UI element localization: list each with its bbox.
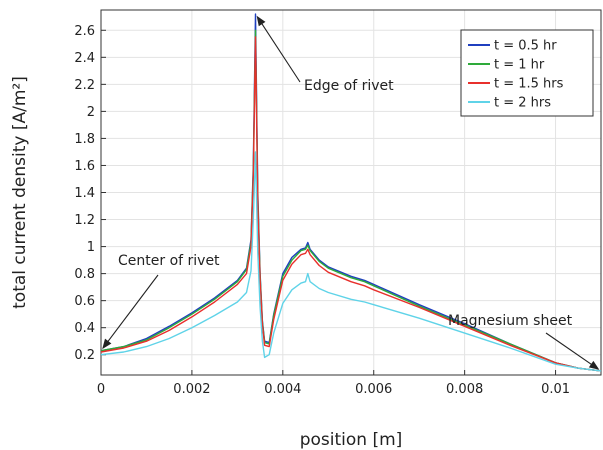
legend-label: t = 0.5 hr — [494, 39, 557, 54]
y-tick-label: 2.2 — [74, 78, 95, 93]
series-line-2 — [100, 36, 602, 372]
x-tick-label: 0.01 — [541, 382, 570, 397]
y-tick-label: 1.2 — [74, 213, 95, 228]
annotation-arrowhead — [102, 338, 112, 350]
series-line-3 — [100, 151, 602, 372]
annotation-arrow-line — [260, 22, 301, 83]
annotation-arrowhead — [588, 360, 600, 370]
y-tick-label: 2.4 — [74, 51, 95, 66]
y-tick-label: 1.8 — [74, 132, 95, 147]
legend-items: t = 0.5 hr t = 1 hr t = 1.5 hrs t = 2 hrs — [468, 39, 564, 111]
y-tick-label: 1 — [87, 240, 95, 255]
y-tick-label: 0.6 — [74, 294, 95, 309]
annotation-label: Center of rivet — [118, 253, 220, 269]
series-lines — [100, 13, 602, 372]
y-tick-label: 0.2 — [74, 348, 95, 363]
x-axis-label: position [m] — [300, 430, 403, 450]
y-tick-label: 1.4 — [74, 186, 95, 201]
legend-label: t = 1.5 hrs — [494, 77, 564, 92]
annotation-arrow-line — [106, 274, 159, 344]
axis-ticks: 0 0.002 0.004 0.006 0.008 0.01 0.2 0.4 0.6 0.8 1 1.… — [74, 24, 570, 397]
x-tick-label: 0.006 — [355, 382, 392, 397]
y-tick-label: 0.4 — [74, 321, 95, 336]
annotations: Edge of rivet Center of rivet Magnesium sh… — [102, 15, 600, 370]
legend-label: t = 1 hr — [494, 58, 545, 73]
x-tick-label: 0.002 — [173, 382, 210, 397]
y-tick-label: 0.8 — [74, 267, 95, 282]
y-tick-label: 2 — [87, 105, 95, 120]
annotation-label: Edge of rivet — [304, 78, 394, 94]
y-tick-label: 1.6 — [74, 159, 95, 174]
y-tick-label: 2.6 — [74, 24, 95, 39]
series-line-1 — [100, 29, 602, 372]
x-tick-label: 0.008 — [446, 382, 483, 397]
legend-label: t = 2 hrs — [494, 96, 551, 111]
annotation-arrow-line — [545, 332, 594, 366]
x-tick-label: 0 — [97, 382, 105, 397]
x-tick-label: 0.004 — [264, 382, 301, 397]
legend: t = 0.5 hr t = 1 hr t = 1.5 hrs t = 2 hrs — [460, 29, 594, 117]
annotation-label: Magnesium sheet — [448, 313, 573, 329]
y-axis-label: total current density [A/m²] — [10, 76, 30, 309]
annotation-arrowhead — [256, 15, 266, 27]
